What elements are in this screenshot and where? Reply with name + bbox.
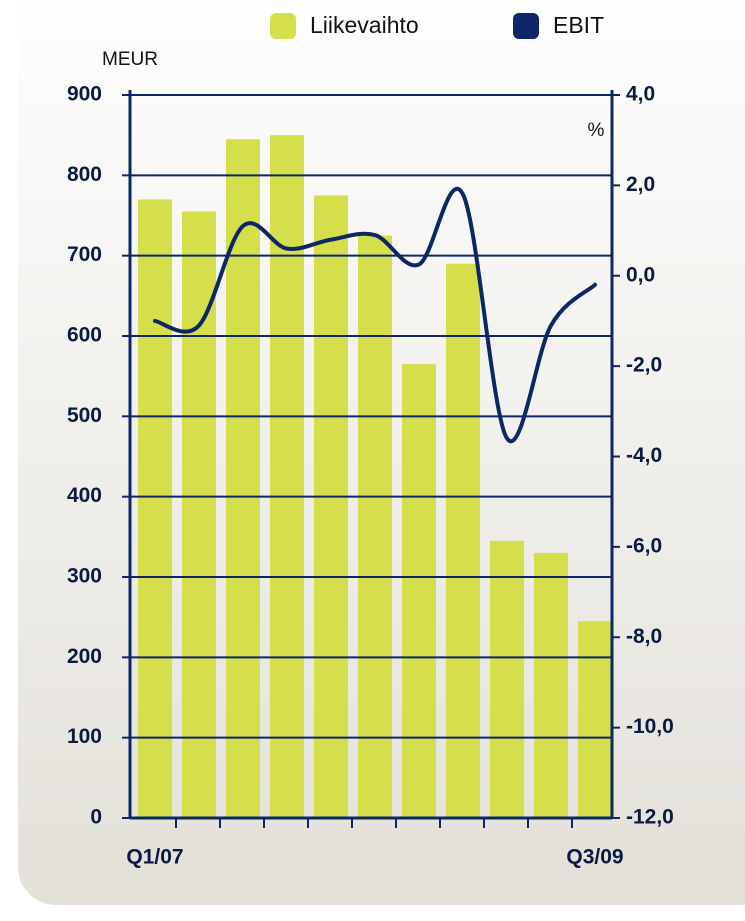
bar	[358, 235, 392, 819]
y-tick-label: 300	[67, 565, 102, 588]
y-tick-label: 700	[67, 243, 102, 266]
line	[153, 187, 597, 444]
y-axis-label: MEUR	[102, 49, 158, 70]
legend-swatch	[513, 13, 539, 39]
bar	[270, 135, 304, 818]
x-tick-label: Q3/09	[566, 846, 623, 869]
y2-tick-label: 0,0	[626, 263, 655, 286]
y2-tick-label: -4,0	[626, 444, 662, 467]
y-tick-label: 400	[67, 484, 102, 507]
y-tick-label: 900	[67, 83, 102, 106]
legend-swatch	[270, 13, 296, 39]
bar	[490, 540, 524, 818]
y2-axis-label: %	[588, 120, 605, 141]
y-tick-label: 500	[67, 404, 102, 427]
y-tick-label: 0	[90, 806, 102, 829]
bar	[138, 199, 172, 818]
bar	[314, 195, 348, 818]
x-tick-label: Q1/07	[126, 846, 183, 869]
y2-tick-label: -12,0	[626, 806, 674, 829]
legend-label: EBIT	[553, 12, 604, 38]
y2-tick-label: -10,0	[626, 715, 674, 738]
y-tick-label: 100	[67, 725, 102, 748]
bar	[534, 552, 568, 818]
bar	[446, 263, 480, 818]
bar	[402, 364, 436, 818]
y2-tick-label: 4,0	[626, 83, 655, 106]
bar	[578, 621, 612, 818]
y-tick-label: 600	[67, 324, 102, 347]
legend-label: Liikevaihto	[310, 12, 419, 38]
y2-tick-label: -2,0	[626, 354, 662, 377]
bar	[182, 211, 216, 818]
y-tick-label: 200	[67, 645, 102, 668]
y2-tick-label: -6,0	[626, 534, 662, 557]
bar	[226, 139, 260, 818]
y2-tick-label: 2,0	[626, 173, 655, 196]
y-tick-label: 800	[67, 163, 102, 186]
y2-tick-label: -8,0	[626, 625, 662, 648]
